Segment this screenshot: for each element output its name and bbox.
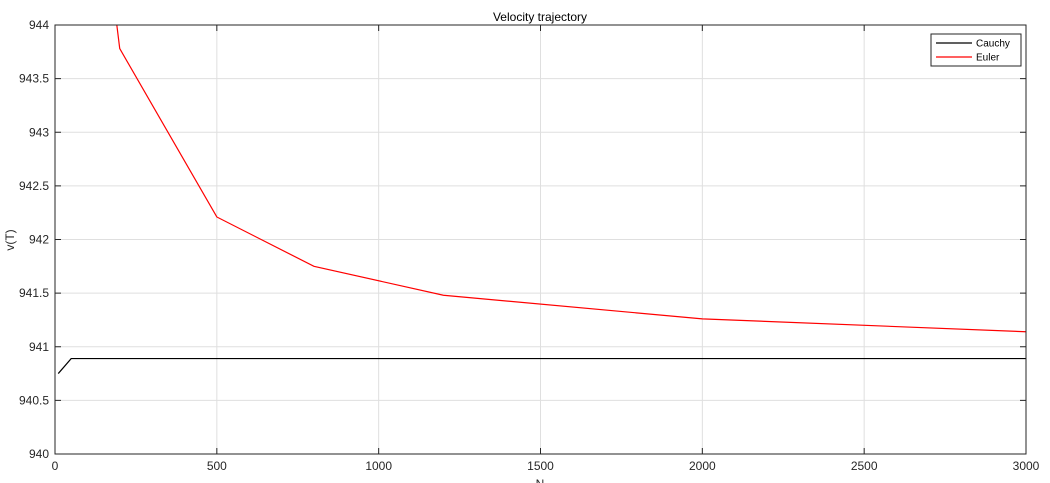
y-axis-label: v(T) [3,229,17,250]
y-tick-label: 943.5 [19,72,49,86]
y-tick-label: 942.5 [19,179,49,193]
x-axis-label: N [536,477,545,483]
y-tick-label: 940 [29,447,49,461]
y-tick-label: 941 [29,340,49,354]
legend-entry-cauchy: Cauchy [976,39,1010,50]
x-tick-label: 3000 [1013,459,1040,473]
x-tick-label: 1500 [527,459,554,473]
x-tick-label: 2000 [689,459,716,473]
y-tick-label: 941.5 [19,286,49,300]
x-tick-label: 500 [207,459,227,473]
series-line-cauchy [57,357,1026,374]
series-line-euler [116,25,1026,333]
y-tick-label: 943 [29,125,49,139]
y-tick-label: 942 [29,233,49,247]
x-tick-label: 1000 [365,459,392,473]
legend-box [930,33,1022,67]
chart-title: Velocity trajectory [493,10,587,24]
ticks [54,24,1027,455]
y-tick-label: 944 [29,18,49,32]
tick-labels: 0 500 1000 1500 2000 2500 3000 940 940.5 941 941.5… [19,18,1040,473]
legend: Cauchy Euler [930,33,1022,67]
y-tick-label: 940.5 [19,393,49,407]
legend-entry-euler: Euler [976,53,1000,64]
grid [55,25,1026,454]
x-tick-label: 2500 [851,459,878,473]
series-layer [57,25,1026,374]
x-tick-label: 0 [52,459,59,473]
